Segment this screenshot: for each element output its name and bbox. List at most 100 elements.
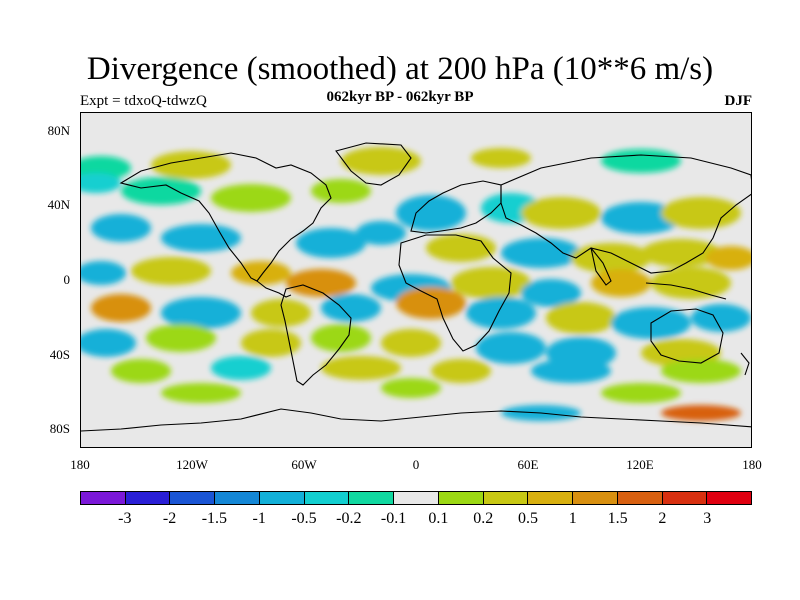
colorbar-swatch [304, 492, 350, 504]
divergence-patch [341, 147, 421, 175]
divergence-patch [81, 261, 126, 285]
divergence-patch [251, 299, 311, 327]
colorbar-swatch [259, 492, 305, 504]
colorbar-label: 2 [658, 510, 667, 527]
colorbar-swatch [170, 492, 216, 504]
colorbar-swatch [662, 492, 708, 504]
divergence-patch [241, 329, 301, 357]
lon-tick-label: 180 [742, 457, 762, 472]
divergence-patch [501, 238, 581, 268]
divergence-patch [311, 179, 371, 203]
divergence-patch [81, 329, 136, 357]
coastlines [81, 142, 751, 432]
divergence-map [80, 112, 752, 448]
lat-tick-label: 0 [63, 272, 71, 287]
colorbar-label: 1 [568, 510, 577, 527]
divergence-patch [211, 184, 291, 212]
colorbar-label: 1.5 [607, 510, 628, 527]
lat-tick-label: 40N [47, 197, 70, 213]
colorbar-swatch [394, 492, 439, 504]
divergence-patch [531, 359, 611, 383]
lon-tick-label: 120W [176, 457, 208, 472]
lon-tick-label: 60W [291, 457, 317, 472]
colorbar-label: -2 [162, 510, 177, 527]
divergence-patch [91, 294, 151, 322]
colorbar-swatch [707, 492, 752, 504]
colorbar [80, 491, 752, 505]
colorbar-swatch [215, 492, 260, 504]
divergence-patch [661, 359, 741, 383]
divergence-patch [451, 267, 531, 299]
divergence-patch [661, 197, 741, 229]
divergence-patch [146, 324, 216, 352]
divergence-patch [641, 239, 721, 267]
divergence-patch [661, 405, 741, 421]
divergence-patch [151, 151, 231, 179]
colorbar-swatch [349, 492, 395, 504]
lat-tick-label: 80S [49, 421, 70, 437]
divergence-patch [161, 383, 241, 403]
divergence-patch [546, 302, 616, 334]
divergence-patch [91, 214, 151, 242]
lon-tick-label: 0 [412, 457, 420, 472]
lon-tick-label: 180 [70, 457, 90, 472]
colorbar-label: 0.2 [473, 510, 494, 527]
colorbar-swatch [125, 492, 171, 504]
divergence-patch [296, 228, 366, 258]
divergence-patch [591, 269, 651, 297]
divergence-field [81, 113, 751, 447]
colorbar-swatch [617, 492, 663, 504]
divergence-patch [231, 261, 291, 285]
divergence-patch [321, 356, 401, 380]
divergence-patch [211, 356, 271, 380]
colorbar-label: -0.5 [291, 510, 317, 527]
divergence-patch [311, 324, 371, 352]
colorbar-label: -1.5 [201, 510, 228, 527]
colorbar-label: -3 [118, 510, 132, 527]
lon-tick-label: 60E [517, 457, 539, 472]
divergence-patch [431, 359, 491, 383]
colorbar-label: 3 [703, 510, 712, 527]
season-label: DJF [724, 93, 753, 109]
colorbar-swatch [573, 492, 618, 504]
divergence-patch [521, 279, 581, 307]
lat-tick-label: 40S [49, 346, 70, 362]
experiment-label: Expt = tdxoQ-tdwzQ [80, 93, 207, 109]
divergence-patch [601, 149, 681, 173]
divergence-patch [651, 267, 731, 299]
divergence-patch [471, 148, 531, 168]
divergence-patch [286, 269, 356, 297]
colorbar-swatch [528, 492, 574, 504]
lat-tick-label: 80N [47, 122, 70, 138]
colorbar-label: 0.5 [518, 510, 538, 527]
shaded-contours [81, 147, 751, 421]
divergence-patch [396, 287, 466, 319]
divergence-patch [706, 246, 751, 270]
divergence-patch [81, 173, 121, 193]
colorbar-label: -0.2 [336, 510, 362, 527]
colorbar-label: 0.1 [428, 510, 449, 527]
colorbar-swatch [438, 492, 484, 504]
divergence-patch [131, 257, 211, 285]
divergence-patch [521, 197, 601, 229]
divergence-patch [571, 243, 651, 273]
plot-title: Divergence (smoothed) at 200 hPa (10**6 … [86, 51, 714, 87]
divergence-patch [161, 297, 241, 329]
divergence-patch [321, 294, 381, 322]
divergence-patch [381, 329, 441, 357]
divergence-patch [121, 177, 201, 205]
divergence-patch [476, 332, 546, 364]
divergence-patch [601, 202, 681, 234]
divergence-patch [356, 221, 406, 245]
divergence-patch [381, 378, 441, 398]
divergence-patch [111, 359, 171, 383]
period-label: 062kyr BP - 062kyr BP [326, 89, 474, 105]
lon-tick-label: 120E [626, 457, 654, 472]
colorbar-label: -0.1 [380, 510, 407, 527]
colorbar-label: -1 [252, 510, 266, 527]
colorbar-swatch [483, 492, 529, 504]
divergence-patch [601, 383, 681, 403]
colorbar-swatch [81, 492, 126, 504]
divergence-patch [426, 234, 496, 262]
divergence-patch [466, 297, 536, 329]
